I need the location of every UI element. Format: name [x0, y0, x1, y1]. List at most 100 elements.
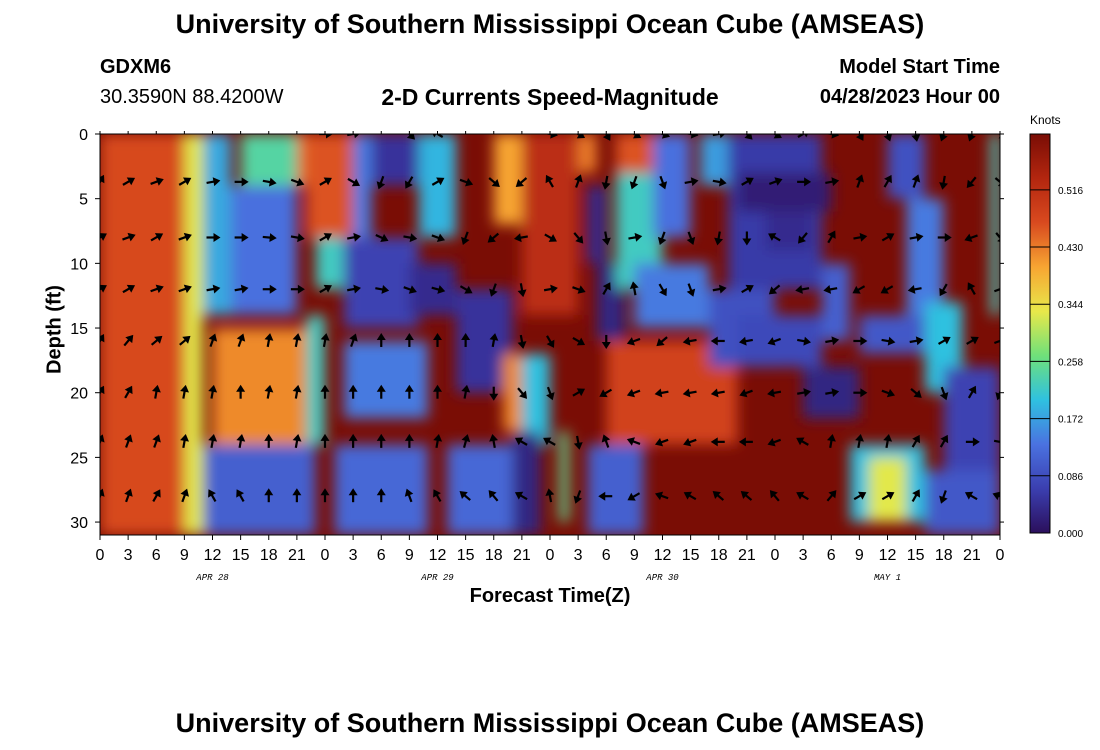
current-vector-arrow — [628, 232, 643, 242]
arrow-head — [718, 134, 727, 139]
current-vector-arrow — [855, 134, 864, 141]
arrow-head — [574, 174, 583, 183]
arrow-head — [576, 337, 586, 346]
current-vector-arrow — [376, 433, 386, 448]
colorbar-tick-label: 0.516 — [1058, 186, 1083, 197]
current-vector-arrow — [404, 384, 414, 399]
current-vector-arrow — [654, 491, 669, 501]
arrow-head — [269, 233, 277, 243]
arrow-head — [465, 177, 474, 187]
current-vector-arrow — [376, 332, 386, 347]
arrow-shaft — [434, 134, 444, 138]
current-vector-arrow — [375, 284, 390, 294]
arrow-head — [767, 388, 775, 398]
arrow-head — [970, 336, 979, 345]
x-tick-label: 0 — [771, 547, 780, 564]
arrow-head — [573, 442, 583, 450]
colorbar-bar — [1029, 133, 1051, 534]
colorbar-tick-label: 0.258 — [1058, 357, 1083, 368]
colorbar-tick-label: 0.430 — [1058, 243, 1083, 254]
arrow-head — [517, 289, 527, 298]
current-vector-arrow — [349, 333, 358, 347]
arrow-head — [513, 233, 522, 243]
x-day-label: APR 28 — [195, 573, 229, 583]
arrow-head — [548, 234, 557, 242]
current-vector-arrow — [404, 433, 414, 448]
current-vector-arrow — [234, 284, 249, 294]
current-vector-arrow — [461, 434, 471, 448]
arrow-head — [857, 491, 867, 500]
arrow-head — [627, 492, 636, 501]
current-vector-arrow — [517, 283, 527, 298]
current-vector-arrow — [710, 437, 725, 447]
current-vector-arrow — [684, 177, 699, 187]
arrow-head — [236, 333, 246, 342]
current-vector-arrow — [939, 283, 948, 297]
current-vector-arrow — [150, 335, 163, 346]
arrow-head — [718, 284, 727, 294]
arrow-head — [915, 336, 924, 346]
current-vector-arrow — [320, 333, 330, 348]
arrow-head — [292, 333, 302, 341]
arrow-head — [939, 495, 948, 504]
x-tick-label: 0 — [321, 547, 330, 564]
current-vector-arrow — [739, 388, 753, 398]
heatmap-cell — [737, 172, 832, 212]
current-vector-arrow — [573, 232, 584, 244]
arrow-head — [208, 433, 218, 442]
arrow-shaft — [993, 439, 1000, 444]
current-vector-arrow — [124, 385, 133, 399]
current-vector-arrow — [768, 284, 781, 295]
current-vector-arrow — [601, 434, 611, 448]
current-vector-arrow — [710, 336, 725, 346]
arrow-head — [488, 490, 497, 499]
heatmap-cell — [184, 134, 204, 535]
current-vector-arrow — [599, 388, 612, 398]
arrow-head — [803, 388, 812, 397]
current-vector-arrow — [100, 284, 107, 294]
current-vector-arrow — [767, 437, 782, 447]
current-vector-arrow — [601, 175, 611, 190]
current-vector-arrow — [682, 336, 697, 346]
arrow-head — [292, 433, 302, 442]
heatmap-cell — [587, 444, 644, 535]
x-tick-label: 0 — [996, 547, 1005, 564]
current-vector-arrow — [433, 384, 442, 399]
arrow-head — [944, 232, 952, 242]
current-vector-arrow — [995, 232, 1000, 244]
current-vector-arrow — [738, 437, 753, 447]
heatmap-cell — [212, 328, 307, 445]
current-vector-arrow — [347, 284, 362, 294]
arrow-head — [545, 488, 555, 496]
current-vector-arrow — [178, 232, 192, 242]
arrow-head — [408, 285, 417, 294]
current-vector-arrow — [290, 284, 305, 294]
arrow-head — [911, 134, 921, 142]
arrow-head — [860, 388, 868, 398]
current-vector-arrow — [992, 491, 1000, 501]
arrow-head — [768, 233, 777, 241]
heatmap-cell — [343, 340, 429, 419]
current-vector-arrow — [320, 384, 330, 399]
arrow-head — [155, 177, 164, 186]
arrow-head — [459, 491, 468, 499]
current-vector-arrow — [883, 174, 892, 188]
current-vector-arrow — [796, 491, 809, 501]
arrow-head — [326, 134, 333, 139]
arrow-head — [236, 433, 246, 442]
x-day-label: APR 30 — [645, 573, 679, 583]
current-vector-arrow — [768, 177, 783, 186]
current-vector-arrow — [180, 488, 189, 503]
current-vector-arrow — [881, 491, 895, 501]
current-vector-arrow — [292, 384, 302, 399]
arrow-head — [208, 489, 216, 498]
heatmap-cell — [240, 134, 297, 186]
arrow-head — [626, 337, 635, 346]
arrow-head — [855, 174, 864, 183]
current-vector-arrow — [292, 488, 302, 503]
arrow-head — [827, 230, 836, 239]
heatmap-cell — [587, 185, 607, 264]
current-vector-arrow — [180, 384, 189, 399]
current-vector-arrow — [601, 334, 611, 349]
x-tick-label: 9 — [855, 547, 864, 564]
